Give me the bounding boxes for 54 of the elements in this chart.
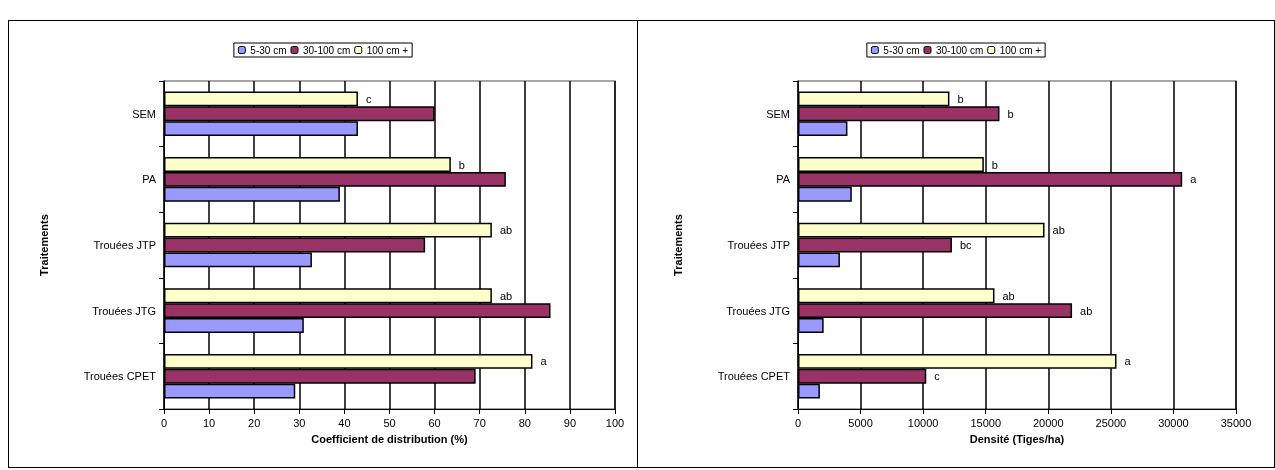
x-tick-label: 100 bbox=[605, 416, 625, 429]
x-tick-label: 80 bbox=[518, 416, 531, 429]
data-label: ab bbox=[1080, 304, 1093, 317]
y-tick-label: Trouées CPET bbox=[717, 370, 791, 383]
y-tick-label: PA bbox=[142, 173, 157, 186]
legend-label: 100 cm + bbox=[999, 44, 1042, 56]
x-tick-label: 5000 bbox=[848, 416, 873, 429]
x-tick-label: 35000 bbox=[1220, 416, 1252, 429]
data-label: ab bbox=[499, 289, 513, 302]
data-label: b bbox=[1007, 107, 1014, 120]
data-label: c bbox=[934, 370, 941, 383]
legend-label: 30-100 cm bbox=[302, 44, 351, 56]
y-tick-label: Trouées JTP bbox=[727, 239, 790, 251]
x-tick-label: 10 bbox=[202, 416, 216, 429]
y-tick-label: Trouées JTG bbox=[726, 304, 790, 317]
x-axis-title: Densité (Tiges/ha) bbox=[969, 432, 1065, 445]
data-label: a bbox=[540, 355, 548, 368]
x-tick-label: 0 bbox=[794, 416, 802, 429]
x-tick-label: 40 bbox=[338, 416, 351, 429]
data-label: a bbox=[1124, 355, 1132, 368]
x-tick-label: 10000 bbox=[907, 416, 939, 429]
x-axis-title: Coefficient de distribution (%) bbox=[311, 432, 469, 445]
data-label: bc bbox=[959, 239, 973, 251]
x-tick-label: 20 bbox=[248, 416, 261, 429]
data-label: b bbox=[957, 92, 964, 105]
x-tick-label: 50 bbox=[383, 416, 396, 429]
y-tick-label: Trouées CPET bbox=[83, 370, 157, 383]
data-label: b bbox=[991, 158, 998, 171]
x-tick-label: 60 bbox=[428, 416, 441, 429]
legend-label: 5-30 cm bbox=[250, 44, 287, 56]
data-label: ab bbox=[499, 224, 513, 237]
y-tick-label: PA bbox=[776, 173, 791, 186]
data-label: a bbox=[1190, 173, 1198, 186]
y-axis-title: Traitements bbox=[671, 214, 684, 276]
data-label: ab bbox=[1002, 289, 1015, 302]
y-tick-label: Trouées JTG bbox=[92, 304, 156, 317]
x-tick-label: 90 bbox=[563, 416, 577, 429]
legend-label: 30-100 cm bbox=[935, 44, 984, 56]
x-tick-label: 30000 bbox=[1158, 416, 1189, 429]
x-tick-label: 20000 bbox=[1032, 416, 1064, 429]
x-tick-label: 15000 bbox=[970, 416, 1002, 429]
y-axis-title: Traitements bbox=[37, 214, 50, 276]
x-tick-label: 70 bbox=[473, 416, 486, 429]
x-tick-label: 25000 bbox=[1095, 416, 1127, 429]
y-tick-label: SEM bbox=[132, 107, 156, 120]
legend-label: 100 cm + bbox=[366, 44, 409, 56]
data-label: b bbox=[458, 158, 465, 171]
data-label: ab bbox=[1052, 224, 1065, 237]
legend-label: 5-30 cm bbox=[883, 44, 920, 56]
y-tick-label: SEM bbox=[766, 107, 790, 120]
y-tick-label: Trouées JTP bbox=[93, 239, 156, 251]
data-label: c bbox=[365, 92, 372, 105]
x-tick-label: 0 bbox=[160, 416, 168, 429]
x-tick-label: 30 bbox=[293, 416, 306, 429]
